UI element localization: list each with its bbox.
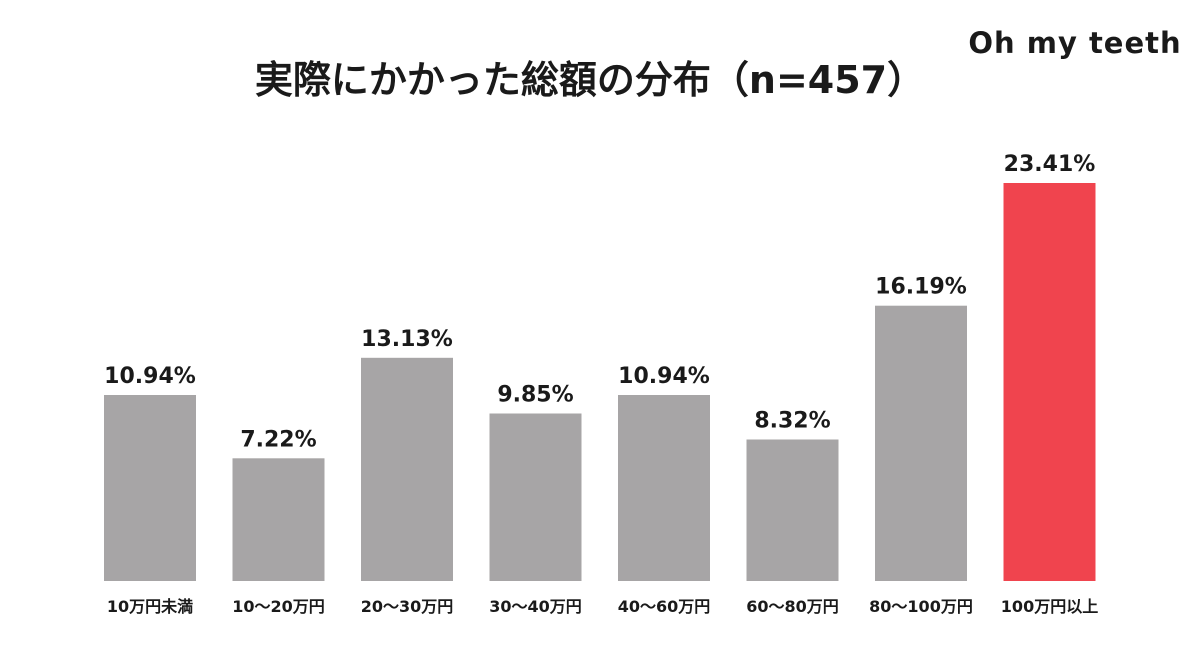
category-label-6: 60～80万円 [746, 597, 839, 616]
bar-6 [746, 439, 839, 581]
category-label-4: 30～40万円 [489, 597, 582, 616]
category-label-8: 100万円以上 [1001, 597, 1098, 616]
bars-group [104, 183, 1096, 581]
value-label-7: 16.19% [875, 275, 967, 300]
bar-2 [232, 458, 325, 581]
value-label-1: 10.94% [104, 364, 196, 389]
category-label-1: 10万円未満 [107, 597, 193, 616]
bar-5 [618, 395, 710, 581]
category-label-2: 10～20万円 [232, 597, 325, 616]
value-label-6: 8.32% [754, 409, 830, 434]
value-label-5: 10.94% [618, 364, 710, 389]
bar-8 [1003, 183, 1096, 581]
category-labels-group: 10万円未満 10～20万円 20～30万円 30～40万円 40～60万円 60～80万… [107, 597, 1098, 616]
value-label-2: 7.22% [240, 427, 316, 452]
value-label-3: 13.13% [361, 327, 453, 352]
value-label-4: 9.85% [497, 383, 573, 408]
bar-1 [104, 395, 196, 581]
bar-4 [489, 413, 582, 581]
bar-7 [875, 305, 967, 581]
chart-title: 実際にかかった総額の分布（n=457） [255, 58, 925, 102]
category-label-7: 80～100万円 [869, 597, 973, 616]
category-label-5: 40～60万円 [618, 597, 711, 616]
value-label-8: 23.41% [1004, 152, 1096, 177]
value-labels-group: 10.94% 7.22% 13.13% 9.85% 10.94% 8.32% 16.19% 2… [104, 152, 1095, 452]
brand-logo: Oh my teeth [968, 26, 1181, 60]
bar-3 [361, 357, 453, 581]
category-label-3: 20～30万円 [361, 597, 454, 616]
